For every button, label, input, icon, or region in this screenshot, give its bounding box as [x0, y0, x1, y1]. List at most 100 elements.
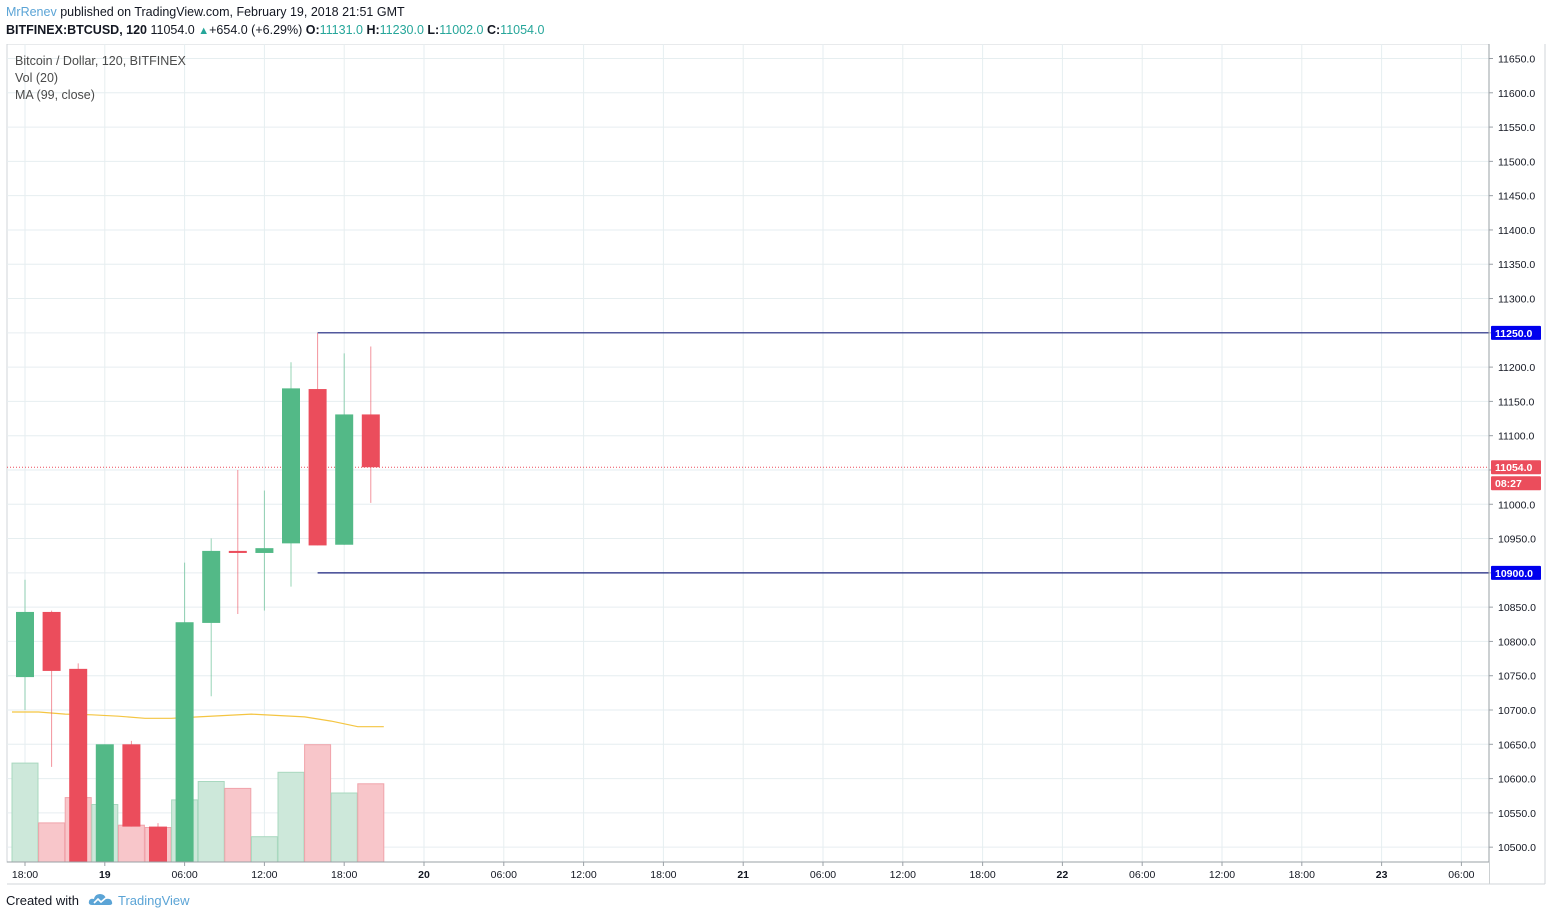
y-tick-label: 10600.0 [1498, 774, 1536, 786]
candle-body [149, 826, 167, 865]
x-tick-label: 18:00 [12, 869, 38, 881]
y-tick-label: 10750.0 [1498, 671, 1536, 683]
low-label: L: [427, 23, 440, 37]
candle-body [202, 550, 221, 623]
x-tick-label: 19 [99, 869, 111, 881]
low-value: 11002.0 [439, 23, 484, 37]
x-tick-label: 18:00 [331, 869, 357, 881]
candle-body [282, 388, 300, 544]
volume-bar [224, 787, 252, 863]
tradingview-link[interactable]: TradingView [118, 893, 190, 908]
volume-bar [117, 824, 145, 863]
volume-bar [277, 771, 305, 863]
x-tick-label: 06:00 [1448, 869, 1474, 881]
x-tick-label: 22 [1057, 869, 1069, 881]
level-price-tag: 10900.0 [1495, 568, 1533, 580]
y-tick-label: 10650.0 [1498, 739, 1536, 751]
level-price-tag: 11250.0 [1495, 328, 1533, 340]
y-tick-label: 11350.0 [1498, 259, 1535, 271]
y-tick-label: 10550.0 [1498, 808, 1536, 820]
x-tick-label: 18:00 [969, 869, 995, 881]
y-tick-label: 11600.0 [1498, 88, 1535, 100]
symbol-ohlc-line: BITFINEX:BTCUSD, 120 11054.0 ▲+654.0 (+6… [6, 23, 544, 37]
candle-body [361, 414, 380, 468]
legend-symbol: Bitcoin / Dollar, 120, BITFINEX [15, 54, 187, 68]
x-tick-label: 20 [418, 869, 430, 881]
y-tick-label: 11000.0 [1498, 499, 1535, 511]
y-tick-label: 10800.0 [1498, 636, 1536, 648]
publish-line: MrRenev published on TradingView.com, Fe… [6, 5, 405, 19]
x-tick-label: 12:00 [890, 869, 916, 881]
open-value: 11131.0 [319, 23, 363, 37]
y-tick-label: 11150.0 [1498, 396, 1535, 408]
y-tick-label: 10700.0 [1498, 705, 1536, 717]
candle-body [95, 744, 114, 865]
volume-bar [11, 762, 39, 863]
horizontal-levels [7, 332, 1489, 574]
time-axis-bg [7, 862, 1489, 884]
open-label: O: [305, 23, 320, 37]
candles [16, 332, 380, 865]
publish-header: MrRenev published on TradingView.com, Fe… [0, 0, 1549, 44]
y-tick-label: 11100.0 [1498, 431, 1535, 443]
bar-timer-tag-bg [1491, 476, 1541, 491]
x-tick-label: 21 [737, 869, 749, 881]
y-tick-label: 11550.0 [1498, 122, 1535, 134]
last-price: 11054.0 [150, 23, 195, 37]
y-tick-label: 11400.0 [1498, 225, 1535, 237]
y-tick-label: 10950.0 [1498, 534, 1536, 546]
candle-body [16, 611, 34, 678]
candle-body [255, 548, 274, 553]
legend-volume: Vol (20) [15, 71, 58, 85]
volume-bar [357, 783, 385, 863]
level-price-tag-bg [1491, 325, 1541, 340]
candle-body [175, 622, 194, 865]
x-tick-label: 06:00 [1129, 869, 1155, 881]
published-text: published on TradingView.com, February 1… [60, 5, 405, 19]
candle-body [42, 611, 61, 671]
x-tick-label: 12:00 [1209, 869, 1235, 881]
x-tick-label: 06:00 [810, 869, 836, 881]
y-tick-label: 10500.0 [1498, 842, 1536, 854]
y-tick-label: 10850.0 [1498, 602, 1536, 614]
x-tick-label: 23 [1376, 869, 1388, 881]
volume-bar [197, 781, 225, 863]
x-tick-label: 12:00 [570, 869, 596, 881]
y-tick-label: 11650.0 [1498, 54, 1535, 66]
x-tick-label: 12:00 [251, 869, 277, 881]
x-tick-label: 18:00 [1289, 869, 1315, 881]
last-price-tag-bg [1491, 460, 1541, 475]
y-tick-label: 11200.0 [1498, 362, 1535, 374]
candle-body [228, 550, 247, 553]
level-price-tag-bg [1491, 565, 1541, 580]
close-label: C: [486, 23, 501, 37]
symbol-name: BITFINEX:BTCUSD, 120 [6, 23, 147, 37]
bar-timer-tag: 08:27 [1495, 478, 1522, 490]
volume-bar [330, 792, 358, 863]
candle-body [69, 668, 88, 865]
candle-body [122, 744, 141, 827]
volume-bar [250, 836, 278, 863]
tradingview-cloud-icon[interactable] [88, 891, 114, 912]
up-arrow-icon: ▲ [198, 25, 210, 37]
chart-legend: Bitcoin / Dollar, 120, BITFINEX Vol (20)… [15, 54, 187, 102]
y-tick-label: 11300.0 [1498, 294, 1535, 306]
candle-body [308, 389, 327, 546]
high-value: 11230.0 [379, 23, 424, 37]
legend-ma: MA (99, close) [15, 88, 95, 102]
footer: Created with TradingView [0, 885, 1549, 919]
created-with-text: Created with [6, 893, 79, 908]
close-value: 11054.0 [500, 23, 545, 37]
x-tick-label: 06:00 [171, 869, 197, 881]
volume-bar [304, 744, 332, 863]
change-value: +654.0 (+6.29%) [209, 23, 303, 37]
high-label: H: [366, 23, 380, 37]
candle-body [335, 414, 354, 545]
volume-bar [38, 822, 66, 863]
chart-axes: 11650.0 11600.0 11550.0 11500.0 11450.0 11400… [7, 44, 1549, 885]
x-tick-label: 18:00 [650, 869, 676, 881]
last-price-tag: 11054.0 [1495, 462, 1533, 474]
author-link[interactable]: MrRenev [6, 5, 57, 19]
x-tick-label: 06:00 [491, 869, 517, 881]
